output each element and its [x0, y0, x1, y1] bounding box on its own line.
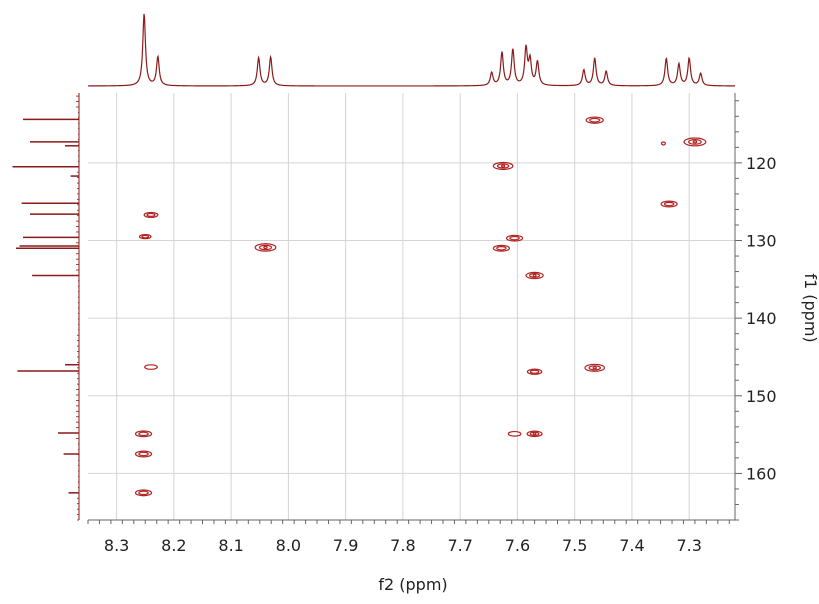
cross-peak — [138, 233, 152, 240]
cross-peak — [525, 271, 544, 280]
contour-level — [138, 451, 149, 457]
y-tick-label: 120 — [746, 154, 777, 173]
cross-peak — [254, 243, 277, 252]
contour-level — [146, 212, 156, 217]
x-axis-ticks: 8.3 8.2 8.1 8.0 7.9 7.8 7.7 7.6 7.5 7.4 7.3 — [87, 520, 730, 555]
y-axis-ticks: 120 130 140 150 160 — [735, 100, 777, 521]
x-tick-label: 7.9 — [333, 536, 358, 555]
y-tick-label: 130 — [746, 232, 777, 251]
x-tick-label: 7.5 — [562, 536, 587, 555]
contour-level — [509, 235, 520, 241]
x-tick-label: 8.2 — [161, 536, 186, 555]
cross-peak — [143, 211, 159, 218]
cross-peak — [683, 137, 707, 147]
x-tick-label: 8.3 — [104, 536, 129, 555]
contour-level — [660, 200, 678, 208]
contour-level — [134, 430, 153, 438]
contour-level — [507, 430, 522, 437]
contour-level — [254, 243, 277, 252]
cross-peak — [144, 364, 158, 370]
grid-lines — [88, 93, 735, 520]
cross-peak — [492, 244, 511, 252]
contour-level — [143, 211, 159, 218]
cross-peak — [492, 161, 514, 171]
contour-level — [492, 244, 511, 252]
cross-peak — [526, 430, 543, 438]
contour-level — [688, 139, 702, 145]
y-axis-label: f1 (ppm) — [801, 273, 819, 342]
contour-level — [526, 368, 543, 375]
x-tick-label: 7.6 — [505, 536, 530, 555]
cross-peak — [507, 430, 522, 437]
contour-level — [138, 233, 152, 240]
contour-level — [683, 137, 707, 147]
contour-level — [496, 245, 507, 251]
plot-frame — [88, 93, 736, 521]
cross-peak — [660, 141, 667, 146]
y-tick-label: 150 — [746, 387, 777, 406]
f1-projection-spectrum — [12, 93, 80, 521]
contour-level — [532, 273, 537, 278]
contour-level — [592, 366, 597, 370]
y-tick-label: 140 — [746, 309, 777, 328]
contour-level — [500, 164, 506, 168]
y-tick-label: 160 — [746, 464, 777, 483]
contour-level — [588, 365, 601, 371]
contour-level — [492, 161, 514, 171]
x-tick-label: 7.7 — [447, 536, 472, 555]
contour-level — [589, 117, 601, 123]
x-tick-label: 7.3 — [676, 536, 701, 555]
contour-level — [526, 430, 543, 438]
contour-level — [584, 363, 606, 372]
x-tick-label: 7.8 — [390, 536, 415, 555]
contour-level — [141, 234, 150, 239]
cross-peak — [584, 363, 606, 372]
cross-peak-contours — [134, 116, 707, 497]
cross-peak — [526, 368, 543, 375]
contour-level — [134, 450, 153, 458]
contour-level — [138, 431, 149, 437]
contour-level — [529, 273, 541, 278]
contour-level — [505, 234, 524, 242]
contour-level — [585, 116, 604, 124]
contour-level — [529, 369, 540, 374]
x-tick-label: 8.0 — [276, 536, 301, 555]
cross-peak — [585, 116, 604, 124]
contour-level — [525, 271, 544, 280]
x-tick-label: 7.4 — [619, 536, 644, 555]
x-tick-label: 8.1 — [218, 536, 243, 555]
x-axis-label: f2 (ppm) — [378, 575, 447, 594]
contour-level — [144, 364, 158, 370]
contour-level — [263, 245, 268, 250]
contour-level — [134, 489, 153, 497]
contour-level — [258, 244, 273, 251]
f2-projection-spectrum — [88, 13, 735, 87]
cross-peak — [505, 234, 524, 242]
cross-peak — [134, 489, 153, 497]
contour-level — [660, 141, 667, 146]
contour-level — [496, 163, 510, 169]
cross-peak — [134, 450, 153, 458]
cross-peak — [660, 200, 678, 208]
contour-level — [692, 140, 698, 144]
cross-peak — [134, 430, 153, 438]
contour-level — [138, 490, 149, 496]
contour-level — [532, 432, 537, 436]
contour-level — [663, 201, 675, 207]
f2-projection-trace — [88, 13, 735, 87]
